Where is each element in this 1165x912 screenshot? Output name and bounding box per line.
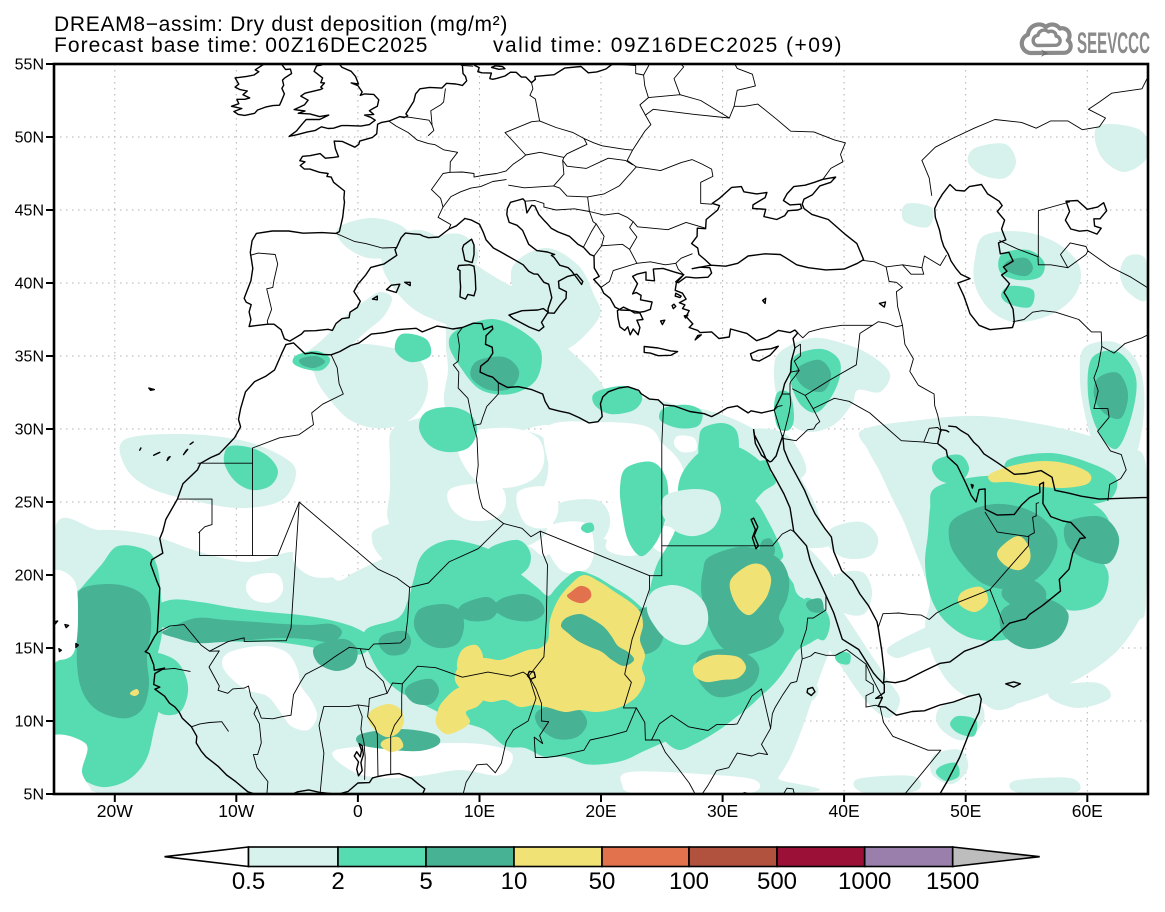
svg-text:DREAM8−assim: Dry dust deposit: DREAM8−assim: Dry dust deposition (mg/m²… — [54, 13, 508, 36]
svg-text:2: 2 — [331, 868, 344, 895]
svg-text:1500: 1500 — [926, 868, 979, 895]
svg-text:5N: 5N — [24, 787, 44, 804]
svg-text:15N: 15N — [15, 641, 44, 658]
svg-text:10W: 10W — [218, 801, 254, 821]
svg-text:50N: 50N — [15, 130, 44, 147]
svg-text:SEEVCCC: SEEVCCC — [1077, 27, 1150, 60]
svg-text:35N: 35N — [15, 349, 44, 366]
svg-text:45N: 45N — [15, 203, 44, 220]
svg-text:100: 100 — [669, 868, 709, 895]
svg-text:40N: 40N — [15, 276, 44, 293]
svg-text:valid time: 09Z16DEC2025 (+09): valid time: 09Z16DEC2025 (+09) — [493, 34, 843, 57]
svg-text:10: 10 — [501, 868, 528, 895]
svg-text:20N: 20N — [15, 568, 44, 585]
svg-text:20E: 20E — [585, 801, 616, 821]
svg-text:0: 0 — [353, 801, 363, 821]
svg-text:30N: 30N — [15, 422, 44, 439]
svg-text:10E: 10E — [464, 801, 495, 821]
svg-text:30E: 30E — [707, 801, 738, 821]
svg-text:20W: 20W — [97, 801, 133, 821]
svg-text:500: 500 — [757, 868, 797, 895]
svg-text:1000: 1000 — [838, 868, 891, 895]
svg-text:50: 50 — [589, 868, 616, 895]
svg-text:25N: 25N — [15, 495, 44, 512]
svg-text:10N: 10N — [15, 714, 44, 731]
svg-text:40E: 40E — [829, 801, 860, 821]
svg-text:5: 5 — [419, 868, 432, 895]
svg-text:Forecast base time: 00Z16DEC20: Forecast base time: 00Z16DEC2025 — [54, 34, 428, 57]
svg-text:50E: 50E — [950, 801, 981, 821]
svg-text:55N: 55N — [15, 57, 44, 74]
svg-text:0.5: 0.5 — [232, 868, 265, 895]
svg-text:60E: 60E — [1072, 801, 1103, 821]
